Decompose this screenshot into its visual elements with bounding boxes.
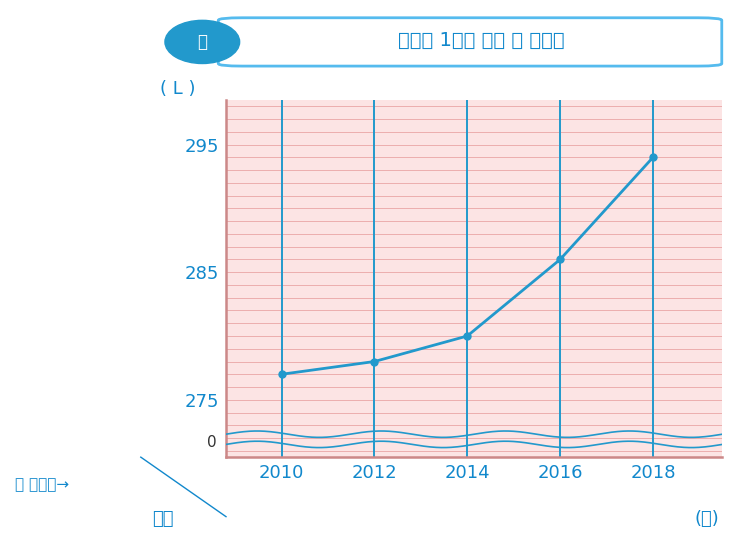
- Text: (년): (년): [694, 510, 719, 529]
- Text: 연도별 1인당 하루 물 사용량: 연도별 1인당 하루 물 사용량: [399, 31, 565, 50]
- Text: 연도: 연도: [152, 510, 174, 529]
- Text: 예: 예: [197, 33, 207, 51]
- Circle shape: [165, 21, 239, 63]
- Text: 0: 0: [207, 435, 216, 450]
- Text: 물 사용량→: 물 사용량→: [15, 477, 69, 492]
- FancyBboxPatch shape: [219, 18, 722, 66]
- Text: ( L ): ( L ): [160, 80, 196, 98]
